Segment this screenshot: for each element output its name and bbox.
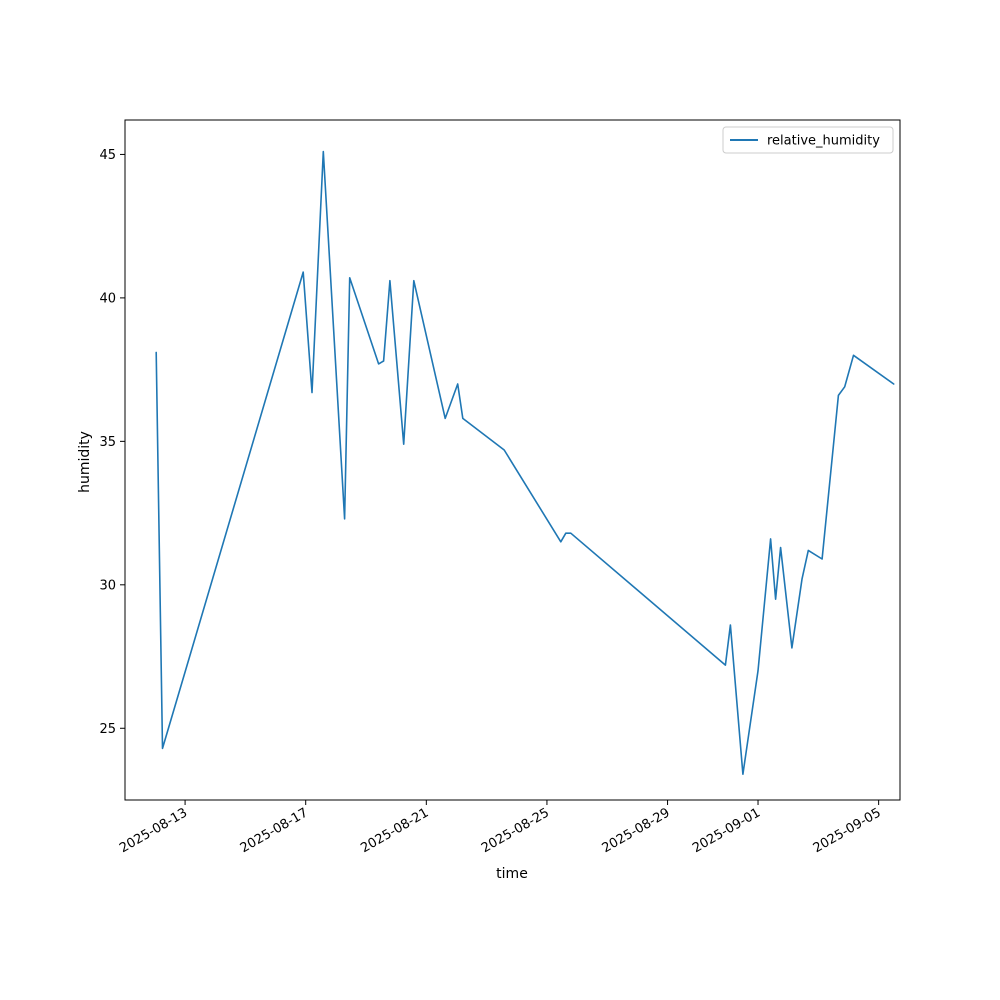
- y-tick-label: 45: [99, 148, 116, 163]
- legend-box: [722, 126, 894, 154]
- y-tick-label: 40: [99, 291, 116, 306]
- y-tick-label: 25: [99, 722, 116, 737]
- legend: relative_humidity: [722, 126, 894, 154]
- series-line-relative-humidity: [155, 150, 895, 775]
- legend-label: relative_humidity: [767, 134, 880, 149]
- y-tick-label: 30: [99, 578, 116, 593]
- plot-frame: [124, 119, 901, 801]
- x-axis-label: time: [496, 866, 528, 882]
- y-tick-label: 35: [99, 435, 116, 450]
- y-axis-label: humidity: [77, 431, 93, 493]
